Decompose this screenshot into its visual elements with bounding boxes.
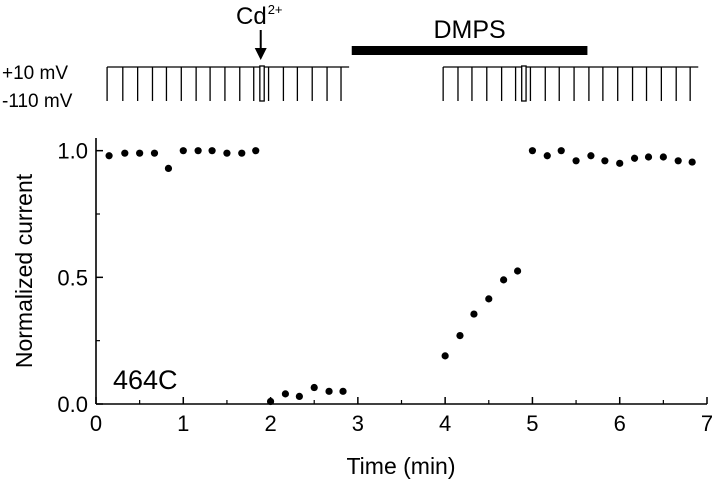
construct-label: 464C: [113, 365, 178, 395]
data-point: [310, 383, 318, 392]
data-point: [441, 352, 449, 360]
cd-label: Cd: [236, 3, 267, 30]
cd-superscript: 2+: [268, 2, 283, 17]
data-point: [295, 392, 303, 400]
data-point: [252, 147, 260, 155]
data-point: [688, 158, 696, 166]
data-point: [572, 157, 580, 165]
dmps-label: DMPS: [433, 16, 505, 44]
y-ticks: 0.0 0.5 1.0: [57, 139, 103, 417]
x-tick-label: 4: [439, 411, 451, 436]
x-tick-label: 5: [526, 411, 538, 436]
plot-area: 0 1 2 3 4 5 6 7 0.0 0.5 1.0 464C Time (min) Norma…: [11, 138, 713, 479]
data-point: [121, 149, 129, 157]
data-point: [616, 159, 624, 167]
cd-arrow-head: [254, 48, 267, 60]
data-point: [164, 164, 173, 172]
data-point: [208, 147, 216, 155]
data-point: [500, 276, 508, 284]
data-point: [281, 390, 290, 398]
data-point: [674, 157, 682, 165]
x-tick-label: 6: [614, 411, 626, 436]
data-point: [601, 157, 609, 165]
data-point: [136, 149, 144, 157]
data-point: [194, 147, 202, 155]
data-point: [513, 267, 522, 275]
hold-step: [259, 65, 265, 102]
protocol-trace: [106, 65, 699, 102]
x-tick-label: 3: [352, 411, 364, 436]
voltage-level-upper: +10 mV: [2, 63, 68, 84]
data-point: [325, 387, 333, 395]
data-point: [557, 147, 565, 155]
data-point: [150, 149, 159, 157]
data-point: [105, 152, 113, 160]
y-axis-label: Normalized current: [11, 173, 37, 368]
data-point: [266, 397, 275, 406]
x-axis-label: Time (min): [346, 453, 455, 479]
data-point: [630, 154, 639, 162]
data-point: [659, 153, 667, 161]
y-tick-label: 1.0: [57, 139, 88, 164]
y-tick-label: 0.0: [57, 392, 88, 417]
data-point: [528, 147, 537, 155]
data-point: [587, 152, 595, 160]
voltage-protocol: +10 mV -110 mV Cd 2+ DMPS: [2, 2, 699, 112]
data-point: [456, 332, 464, 340]
data-point: [223, 149, 231, 157]
dmps-bar: [351, 46, 588, 55]
data-point: [543, 152, 551, 160]
data-point: [238, 149, 246, 157]
x-tick-label: 2: [264, 411, 276, 436]
y-tick-label: 0.5: [57, 265, 88, 290]
data-point: [179, 147, 187, 155]
data-point: [644, 153, 653, 161]
voltage-level-lower: -110 mV: [2, 91, 73, 112]
x-ticks: 0 1 2 3 4 5 6 7: [90, 397, 713, 436]
x-tick-label: 0: [90, 411, 102, 436]
data-point: [339, 387, 347, 395]
x-tick-label: 1: [177, 411, 189, 436]
data-points: [105, 147, 696, 406]
hold-step: [521, 65, 527, 102]
data-point: [485, 295, 493, 303]
data-point: [470, 310, 478, 318]
x-tick-label: 7: [701, 411, 713, 436]
